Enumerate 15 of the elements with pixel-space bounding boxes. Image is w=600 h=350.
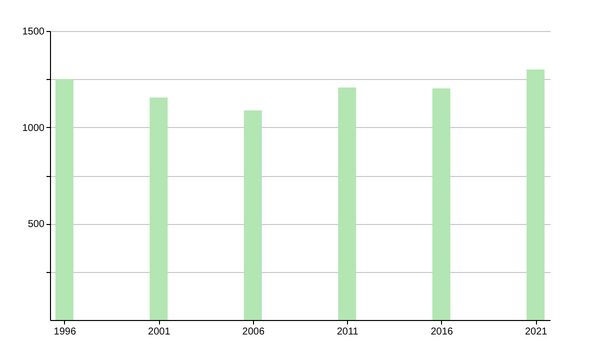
bar (338, 87, 356, 320)
x-tick-label: 2001 (148, 326, 171, 338)
bar (150, 97, 168, 320)
bar (244, 110, 262, 320)
bar (526, 70, 545, 320)
y-tick-label: 1000 (22, 122, 45, 134)
x-tick-label: 2006 (242, 326, 265, 338)
bar (55, 79, 74, 320)
y-tick-label: 500 (28, 219, 45, 230)
x-tick-label: 1996 (54, 326, 76, 338)
bar (432, 88, 450, 320)
x-tick-label: 2021 (524, 326, 548, 338)
x-tick-label: 2011 (336, 326, 359, 338)
y-tick-label: 1500 (22, 26, 45, 38)
x-tick-label: 2016 (430, 326, 454, 338)
